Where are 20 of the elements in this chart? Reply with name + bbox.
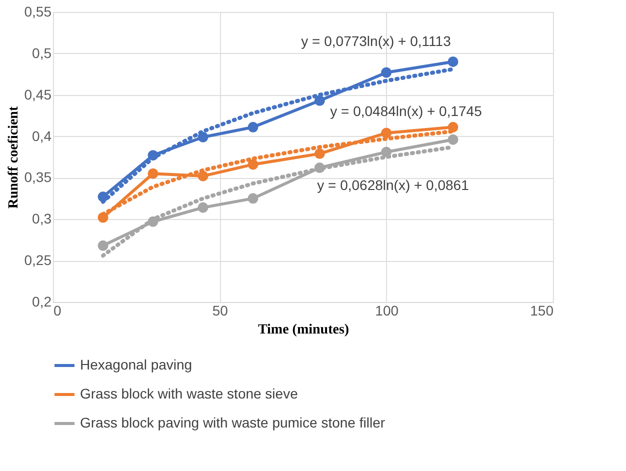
annotation: y = 0,0628ln(x) + 0,0861 [317, 177, 470, 193]
annotation: y = 0,0484ln(x) + 0,1745 [330, 103, 482, 119]
y-tick-label: 0,5 [32, 44, 52, 61]
x-tick-label: 0 [54, 302, 62, 318]
y-tick-label: 0,25 [24, 252, 52, 268]
y-axis-title: Runoff coeficient [6, 106, 22, 209]
annotation: y = 0,0773ln(x) + 0,1113 [301, 33, 452, 49]
legend-label: Hexagonal paving [80, 356, 192, 372]
x-axis-title: Time (minutes) [258, 322, 350, 338]
y-tick-label: 0,4 [32, 128, 52, 144]
x-tick-label: 150 [530, 302, 554, 318]
y-tick-label: 0,45 [24, 86, 52, 102]
y-tick-label: 0,35 [24, 169, 52, 186]
legend-label: Grass block paving with waste pumice stone filler [80, 414, 386, 430]
x-tick-label: 100 [375, 302, 399, 318]
y-tick-label: 0,55 [24, 4, 52, 20]
legend-label: Grass block with waste stone sieve [80, 386, 298, 402]
y-tick-label: 0,3 [32, 210, 52, 227]
x-tick-label: 50 [212, 302, 228, 318]
y-tick-label: 0,2 [32, 294, 52, 310]
